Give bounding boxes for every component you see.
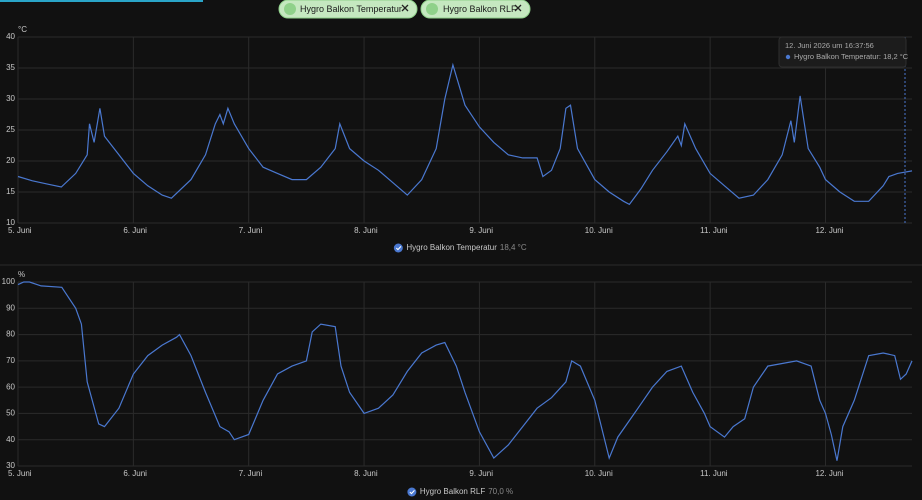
chip-icon <box>284 3 296 15</box>
x-tick-label: 8. Juni <box>354 226 378 235</box>
x-tick-label: 6. Juni <box>123 469 147 478</box>
x-tick-label: 10. Juni <box>585 469 613 478</box>
y-tick-label: 80 <box>6 330 15 339</box>
x-tick-label: 10. Juni <box>585 226 613 235</box>
y-tick-label: 30 <box>6 94 15 103</box>
x-tick-label: 5. Juni <box>8 226 32 235</box>
y-unit: °C <box>18 25 27 34</box>
chip-background <box>420 0 531 19</box>
legend-check-mark <box>395 246 402 251</box>
tooltip-time: 12. Juni 2026 um 16:37:56 <box>785 41 874 50</box>
y-tick-label: 50 <box>6 409 15 418</box>
x-tick-label: 9. Juni <box>469 469 493 478</box>
y-tick-label: 70 <box>6 356 15 365</box>
x-tick-label: 11. Juni <box>700 226 728 235</box>
x-tick-label: 9. Juni <box>469 226 493 235</box>
tooltip-box <box>778 36 907 68</box>
legend-check-mark <box>409 490 415 495</box>
filter-chip[interactable]: Hygro Balkon Temperatur <box>278 0 418 19</box>
x-tick-label: 6. Juni <box>123 226 147 235</box>
y-tick-label: 40 <box>6 32 15 41</box>
data-line <box>17 62 913 206</box>
y-tick-label: 25 <box>6 125 15 134</box>
chip-label: Hygro Balkon RLF <box>443 4 517 14</box>
chip-remove[interactable] <box>401 4 409 12</box>
y-tick-label: 40 <box>6 435 15 444</box>
x-tick-label: 8. Juni <box>354 469 378 478</box>
legend-state: 70,0 % <box>488 487 513 496</box>
y-tick-label: 35 <box>6 63 15 72</box>
legend-check <box>407 487 417 497</box>
tooltip-text: Hygro Balkon Temperatur: 18,2 °C <box>794 52 909 61</box>
legend-label: Hygro Balkon Temperatur <box>406 243 497 252</box>
filter-chip[interactable]: Hygro Balkon RLF <box>420 0 531 19</box>
legend-check <box>393 243 403 253</box>
y-tick-label: 100 <box>2 277 16 286</box>
y-tick-label: 15 <box>6 187 15 196</box>
x-tick-label: 12. Juni <box>815 226 843 235</box>
y-tick-label: 20 <box>6 156 15 165</box>
y-tick-label: 60 <box>6 382 15 391</box>
x-tick-label: 7. Juni <box>239 469 263 478</box>
legend-state: 18,4 °C <box>500 243 527 252</box>
x-tick-label: 7. Juni <box>239 226 263 235</box>
legend-item[interactable]: Hygro Balkon RLF 70,0 % <box>407 487 513 497</box>
chip-label: Hygro Balkon Temperatur <box>300 4 402 14</box>
y-unit: % <box>18 270 25 279</box>
x-tick-label: 12. Juni <box>815 469 843 478</box>
tab-indicator <box>0 0 203 2</box>
y-tick-label: 10 <box>6 218 15 227</box>
y-tick-label: 90 <box>6 303 15 312</box>
x-tick-label: 11. Juni <box>700 469 728 478</box>
data-line <box>17 281 913 461</box>
x-tick-label: 5. Juni <box>8 469 32 478</box>
tooltip-dot <box>785 54 791 60</box>
y-tick-label: 30 <box>6 461 15 470</box>
chip-background <box>278 0 418 19</box>
legend-label: Hygro Balkon RLF <box>420 487 485 496</box>
legend-item[interactable]: Hygro Balkon Temperatur 18,4 °C <box>393 243 527 253</box>
chip-remove[interactable] <box>514 4 522 12</box>
chip-icon <box>426 3 438 15</box>
